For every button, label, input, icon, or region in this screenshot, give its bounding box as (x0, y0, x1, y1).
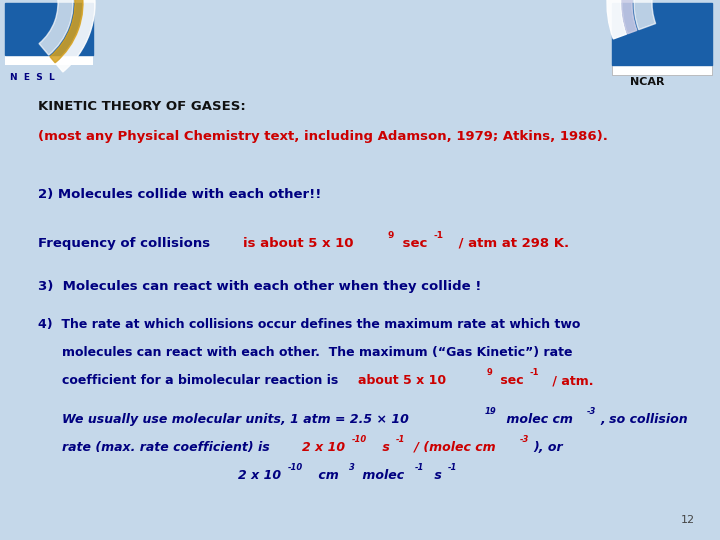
Text: 2) Molecules collide with each other!!: 2) Molecules collide with each other!! (38, 188, 321, 201)
Wedge shape (39, 0, 73, 55)
Text: rate (max. rate coefficient) is: rate (max. rate coefficient) is (62, 441, 283, 454)
Text: -1: -1 (434, 231, 444, 240)
FancyBboxPatch shape (5, 3, 93, 65)
Text: -3: -3 (587, 407, 596, 416)
Text: , so collision: , so collision (600, 413, 688, 426)
Text: 19: 19 (485, 407, 497, 416)
Text: -3: -3 (520, 435, 529, 444)
Text: coefficient for a bimolecular reaction is: coefficient for a bimolecular reaction i… (62, 374, 343, 387)
Wedge shape (607, 0, 633, 39)
Wedge shape (50, 0, 83, 63)
Wedge shape (55, 0, 95, 72)
FancyBboxPatch shape (612, 3, 712, 75)
Text: 12: 12 (681, 515, 695, 525)
Wedge shape (634, 0, 660, 30)
Text: KINETIC THEORY OF GASES:: KINETIC THEORY OF GASES: (38, 100, 246, 113)
Text: molec cm: molec cm (502, 413, 573, 426)
Text: about 5 x 10: about 5 x 10 (358, 374, 446, 387)
Text: / atm at 298 K.: / atm at 298 K. (454, 237, 569, 250)
Text: We usually use molecular units, 1 atm = 2.5 × 10: We usually use molecular units, 1 atm = … (62, 413, 409, 426)
Text: -1: -1 (530, 368, 539, 377)
Text: 2 x 10: 2 x 10 (238, 469, 281, 482)
Text: -10: -10 (288, 463, 303, 472)
Text: -10: -10 (352, 435, 367, 444)
Wedge shape (622, 0, 643, 34)
Text: s: s (430, 469, 442, 482)
Text: 4)  The rate at which collisions occur defines the maximum rate at which two: 4) The rate at which collisions occur de… (38, 318, 580, 331)
Text: 9: 9 (388, 231, 395, 240)
Text: (most any Physical Chemistry text, including Adamson, 1979; Atkins, 1986).: (most any Physical Chemistry text, inclu… (38, 130, 608, 143)
Text: ), or: ), or (533, 441, 562, 454)
Text: 2 x 10: 2 x 10 (302, 441, 345, 454)
Text: -1: -1 (415, 463, 424, 472)
Text: is about 5 x 10: is about 5 x 10 (243, 237, 354, 250)
Text: -1: -1 (448, 463, 457, 472)
Text: 3: 3 (349, 463, 355, 472)
Polygon shape (612, 3, 712, 65)
Text: NCAR: NCAR (630, 77, 665, 87)
Text: sec: sec (398, 237, 428, 250)
Text: 3)  Molecules can react with each other when they collide !: 3) Molecules can react with each other w… (38, 280, 482, 293)
Text: molecules can react with each other.  The maximum (“Gas Kinetic”) rate: molecules can react with each other. The… (62, 346, 572, 359)
Text: / (molec cm: / (molec cm (410, 441, 495, 454)
Text: s: s (378, 441, 390, 454)
Text: 9: 9 (487, 368, 492, 377)
Text: sec: sec (496, 374, 523, 387)
Polygon shape (5, 3, 93, 55)
Text: / atm.: / atm. (548, 374, 593, 387)
Text: N  E  S  L: N E S L (10, 73, 55, 82)
Text: Frequency of collisions: Frequency of collisions (38, 237, 215, 250)
Text: cm: cm (314, 469, 338, 482)
Text: -1: -1 (396, 435, 405, 444)
Text: molec: molec (358, 469, 404, 482)
